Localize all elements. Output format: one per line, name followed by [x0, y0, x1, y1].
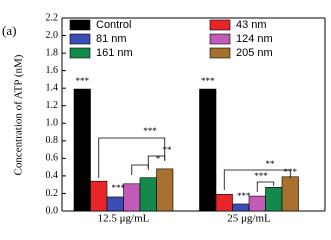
bar: [215, 194, 233, 212]
chart: (a) Concentration of ATP (nM) 0.0 0.2 0.4 0…: [2, 12, 326, 224]
legend-swatch: [69, 47, 91, 59]
legend-swatch: [69, 19, 91, 31]
significance-label: ***: [201, 76, 215, 86]
bar: [106, 196, 124, 212]
y-tick-label: 1.4: [46, 82, 59, 93]
significance-label: ***: [76, 76, 90, 86]
y-tick-label: 0.8: [46, 135, 59, 146]
significance-bracket: [256, 181, 275, 192]
legend-swatch: [209, 33, 231, 45]
legend-swatch: [209, 47, 231, 59]
bar: [123, 183, 141, 212]
y-tick-label: 2.0: [46, 30, 59, 41]
significance-bracket: [98, 137, 166, 178]
x-tick-label: 12.5 μg/mL: [98, 213, 150, 224]
legend-label: Control: [96, 19, 131, 31]
significance-label: ***: [112, 183, 126, 193]
bar: [281, 176, 299, 212]
legend-label: 43 nm: [236, 19, 267, 31]
y-tick-label: 1.6: [46, 65, 59, 76]
legend-label: 124 nm: [236, 33, 273, 45]
significance-label: ***: [284, 167, 298, 177]
x-tick-label: 25 μg/mL: [227, 213, 271, 224]
bar: [265, 187, 283, 212]
y-tick-label: 0.6: [46, 153, 59, 164]
significance-label: ***: [237, 191, 251, 201]
bar: [73, 88, 91, 212]
bar: [232, 203, 250, 212]
legend-swatch: [209, 19, 231, 31]
bar: [248, 195, 266, 212]
y-axis-label: Concentration of ATP (nM): [13, 54, 25, 175]
bar: [90, 180, 108, 212]
significance-label: **: [163, 145, 173, 155]
y-tick-label: 1.0: [46, 118, 59, 129]
y-tick-label: 1.8: [46, 47, 59, 58]
legend-label: 81 nm: [96, 33, 127, 45]
significance-label: *: [156, 154, 161, 164]
significance-label: ***: [254, 171, 268, 181]
panel-label: (a): [2, 23, 16, 38]
y-tick-label: 0.0: [46, 205, 59, 216]
significance-label: ***: [143, 126, 157, 136]
significance-bracket: [131, 164, 149, 175]
legend-label: 205 nm: [236, 47, 273, 59]
y-tick-label: 1.2: [46, 100, 59, 111]
bar: [199, 88, 217, 212]
page: {"chart_data": {"type": "bar", "panel_la…: [2, 12, 326, 224]
y-tick-label: 2.2: [46, 12, 59, 23]
bar: [139, 177, 157, 212]
significance-bracket: [147, 155, 166, 168]
bar: [156, 168, 174, 212]
significance-label: **: [266, 159, 276, 169]
legend-label: 161 nm: [96, 47, 133, 59]
legend-swatch: [69, 33, 91, 45]
significance-bracket: [223, 169, 291, 190]
y-tick-label: 0.2: [46, 188, 59, 199]
y-tick-label: 0.4: [46, 170, 59, 181]
